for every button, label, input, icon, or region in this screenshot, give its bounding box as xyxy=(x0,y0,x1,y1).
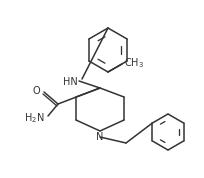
Text: CH$_3$: CH$_3$ xyxy=(124,56,144,70)
Text: HN: HN xyxy=(63,77,78,87)
Text: N: N xyxy=(96,132,104,142)
Text: O: O xyxy=(32,86,40,96)
Text: H$_2$N: H$_2$N xyxy=(23,111,44,125)
